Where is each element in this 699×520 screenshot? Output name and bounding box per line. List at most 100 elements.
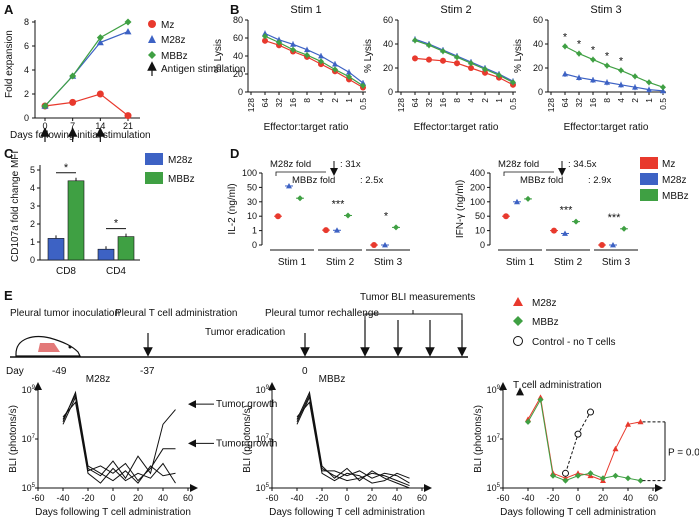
- b-point-m28z: [646, 86, 652, 92]
- e-series-line: [62, 390, 176, 484]
- eradication-line: Tumor eradication: [205, 327, 285, 338]
- b-xtick-label: 0.5: [658, 98, 668, 110]
- e-ytick-label: 107: [487, 434, 501, 444]
- b-xtick-label: 128: [396, 98, 406, 112]
- e-point: [550, 472, 556, 479]
- b-xtick-label: 1: [494, 98, 504, 103]
- b-xtick-label: 32: [424, 98, 434, 108]
- legend-d-mbbz: MBBz: [662, 191, 689, 202]
- a-xtick-label: 14: [95, 121, 105, 131]
- d-category-label: Stim 3: [602, 257, 631, 268]
- e-xtick-label: 40: [158, 493, 168, 503]
- legend-d-swatch-mbbz: [640, 189, 658, 201]
- mouse-icon: [15, 335, 81, 357]
- panel-letter-e: E: [4, 288, 13, 303]
- b-ylabel: % Lysis: [213, 39, 224, 73]
- e-series-line: [527, 398, 641, 482]
- e-ytick-exponent: 9: [32, 385, 36, 391]
- b-point-mbbz: [332, 66, 338, 73]
- a-series-line-m28z: [44, 31, 129, 107]
- b-xtick-label: 64: [260, 98, 270, 108]
- a-series-line-mz: [44, 93, 129, 117]
- legend-c-m28z-swatch: [145, 153, 163, 165]
- legend-e-m28z-marker: [513, 297, 523, 306]
- d-point-mbbz: [345, 212, 351, 219]
- e-ylabel: BLI (photons/s): [242, 405, 253, 473]
- panel-letter-c: C: [4, 146, 14, 161]
- day-label: Day: [6, 366, 24, 377]
- b-xtick-label: 2: [630, 98, 640, 103]
- b-point-mbbz: [426, 42, 432, 49]
- b-subchart-2: Stim 2 0 20 40 60 128 64 32 16 8 4 2 1 0.5 % Lysis Effe…: [363, 4, 518, 133]
- e-xlabel: Days following T cell administration: [500, 507, 656, 518]
- legend-e-mbbz-marker: [513, 316, 523, 326]
- timeline-label-bli: Tumor BLI measurements: [360, 292, 475, 303]
- e-xtick-label: -40: [290, 493, 303, 503]
- legend-e-control: Control - no T cells: [532, 337, 616, 348]
- c-bar-mbbz: [67, 180, 85, 261]
- d-ytick-label: 0: [252, 240, 257, 250]
- e-point: [637, 418, 644, 425]
- d-category-label: Stim 2: [326, 257, 355, 268]
- inoculation-line: Pleural tumor inoculation: [10, 308, 120, 319]
- b-xtick-label: 16: [588, 98, 598, 108]
- b-ytick-label: 20: [533, 63, 543, 73]
- c-category-label: CD8: [56, 266, 76, 277]
- b-point-mz: [426, 56, 432, 63]
- legend-e-m28z: M28z: [532, 298, 556, 309]
- b-point-mbbz: [412, 37, 418, 44]
- b-series-line-m28z: [264, 32, 364, 84]
- d-point-mz: [275, 213, 281, 220]
- d-ytick-label: 50: [475, 211, 485, 221]
- b-point-m28z: [318, 53, 324, 59]
- e-ytick-label: 105: [22, 483, 36, 493]
- b-ytick-label: 80: [233, 15, 243, 25]
- e-xtick-label: -20: [81, 493, 94, 503]
- b-point-m28z: [604, 79, 610, 85]
- b-point-mbbz: [482, 66, 488, 73]
- b-xtick-label: 2: [480, 98, 490, 103]
- b-ytick-label: 40: [533, 39, 543, 49]
- e-xtick-label: -40: [56, 493, 69, 503]
- e-xtick-label: -60: [265, 493, 278, 503]
- panel-a-ylabel: Fold expansion: [4, 30, 15, 98]
- d-point-mz: [503, 213, 509, 220]
- a-point-mz: [69, 98, 77, 106]
- b-point-mz: [412, 55, 418, 62]
- b-xtick-label: 64: [410, 98, 420, 108]
- d-legend: Mz M28z MBBz: [640, 157, 689, 202]
- d-point-m28z: [610, 242, 616, 248]
- e-annotation-tumor-growth-1: Tumor growth: [216, 399, 277, 410]
- panel-e-timeline: Pleural tumor inoculation Pleural T cell…: [6, 292, 616, 377]
- b-point-mbbz: [454, 54, 460, 61]
- e-ytick-label: 105: [487, 483, 501, 493]
- b-xtick-label: 0.5: [508, 98, 518, 110]
- e-xtick-label: 0: [344, 493, 349, 503]
- b-point-mbbz: [590, 56, 596, 63]
- d-point-mbbz: [393, 224, 399, 231]
- c-bar-mbbz: [117, 236, 135, 261]
- e-title: MBBz: [319, 374, 346, 385]
- b-xtick-label: 8: [302, 98, 312, 103]
- e-xtick-label: 20: [367, 493, 377, 503]
- b-title: Stim 1: [290, 4, 321, 16]
- b-ytick-label: 20: [233, 69, 243, 79]
- b-ytick-label: 20: [383, 63, 393, 73]
- legend-antigen: Antigen stimulation: [161, 64, 246, 75]
- b-point-mz: [262, 37, 268, 44]
- e-point: [612, 472, 619, 479]
- a-series-line-mbbz: [44, 21, 129, 107]
- e-ytick-exponent: 5: [32, 483, 36, 489]
- b-point-mbbz: [510, 79, 516, 86]
- b-point-mbbz: [660, 84, 666, 91]
- panel-letter-b: B: [230, 2, 239, 17]
- legend-mbbz: MBBz: [161, 51, 188, 62]
- b-point-mbbz: [360, 82, 366, 89]
- b-ylabel: % Lysis: [513, 39, 524, 73]
- d-point-m28z: [562, 230, 568, 236]
- e-subchart-3: 105 107 109 -60 -40 -20 0 20 40 60 Days following …: [473, 380, 699, 518]
- e-ytick-label: 109: [22, 385, 36, 395]
- e-xtick-label: 20: [598, 493, 608, 503]
- e-xtick-label: 60: [417, 493, 427, 503]
